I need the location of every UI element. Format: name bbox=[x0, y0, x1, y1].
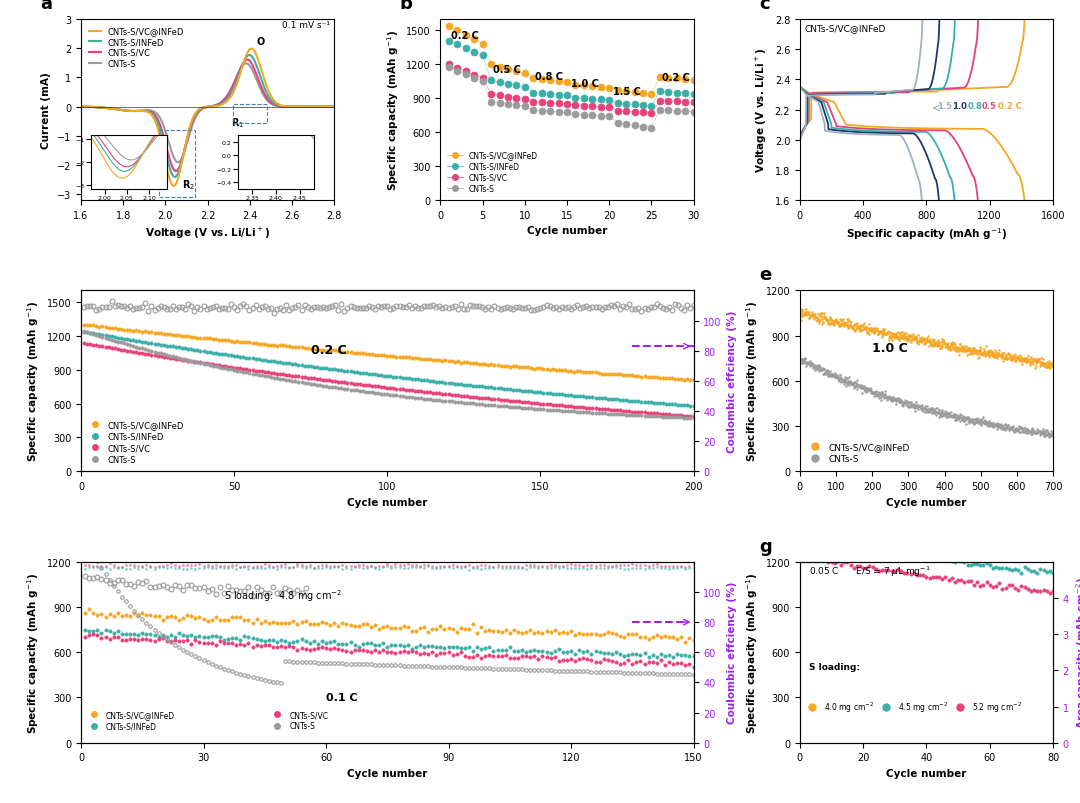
Text: b: b bbox=[400, 0, 413, 13]
Text: 1.5 C: 1.5 C bbox=[613, 87, 642, 96]
Text: 0.8: 0.8 bbox=[968, 102, 983, 111]
Legend: CNTs-S/VC@INFeD, CNTs-S: CNTs-S/VC@INFeD, CNTs-S bbox=[805, 439, 914, 467]
Text: 0.05 C      E/S = 7 $\mu$L mg$^{-1}$: 0.05 C E/S = 7 $\mu$L mg$^{-1}$ bbox=[809, 564, 931, 578]
Text: 0.1 mV s⁻¹: 0.1 mV s⁻¹ bbox=[282, 21, 329, 31]
X-axis label: Specific capacity (mAh g$^{-1}$): Specific capacity (mAh g$^{-1}$) bbox=[846, 226, 1007, 242]
Text: g: g bbox=[759, 537, 772, 555]
Text: 1.0: 1.0 bbox=[951, 102, 967, 111]
Y-axis label: Coulombic effciency (%): Coulombic effciency (%) bbox=[727, 310, 738, 453]
Bar bbox=[159, 131, 194, 198]
Text: c: c bbox=[759, 0, 770, 13]
Text: 0.5 C: 0.5 C bbox=[492, 65, 521, 75]
Text: R$_1$: R$_1$ bbox=[231, 116, 244, 130]
Y-axis label: Coulombic effciency (%): Coulombic effciency (%) bbox=[727, 581, 738, 724]
Text: 0.2 C: 0.2 C bbox=[661, 73, 689, 83]
Text: 1.0 C: 1.0 C bbox=[571, 79, 599, 88]
Y-axis label: Current (mA): Current (mA) bbox=[41, 72, 52, 149]
X-axis label: Cycle number: Cycle number bbox=[527, 226, 607, 236]
Text: 0.5: 0.5 bbox=[982, 102, 997, 111]
Text: 0.2 C: 0.2 C bbox=[998, 102, 1022, 111]
Y-axis label: Voltage (V vs. Li/Li$^+$): Voltage (V vs. Li/Li$^+$) bbox=[754, 48, 769, 173]
Text: 0.8 C: 0.8 C bbox=[535, 72, 563, 82]
Bar bbox=[233, 104, 267, 124]
Legend: CNTs-S/VC@INFeD, CNTs-S/INFeD, CNTs-S/VC, CNTs-S: CNTs-S/VC@INFeD, CNTs-S/INFeD, CNTs-S/VC… bbox=[444, 148, 541, 197]
Text: S loading:: S loading: bbox=[809, 662, 861, 671]
Text: 0.2 C: 0.2 C bbox=[311, 343, 347, 357]
Text: 0.1 C: 0.1 C bbox=[326, 693, 357, 703]
Text: R$_2$: R$_2$ bbox=[183, 177, 195, 191]
Y-axis label: Specific capacity (mAh g$^{-1}$): Specific capacity (mAh g$^{-1}$) bbox=[25, 572, 41, 733]
Text: CNTs-S/VC@INFeD: CNTs-S/VC@INFeD bbox=[805, 23, 886, 33]
Text: e: e bbox=[759, 266, 771, 284]
Text: S loading:  4.8 mg cm$^{-2}$: S loading: 4.8 mg cm$^{-2}$ bbox=[224, 588, 342, 604]
X-axis label: Cycle number: Cycle number bbox=[887, 768, 967, 778]
Text: 1.5: 1.5 bbox=[937, 102, 953, 111]
Text: a: a bbox=[41, 0, 53, 13]
Text: 1.0 C: 1.0 C bbox=[873, 341, 908, 354]
X-axis label: Cycle number: Cycle number bbox=[347, 497, 428, 507]
Y-axis label: Specific capacity (mAh g$^{-1}$): Specific capacity (mAh g$^{-1}$) bbox=[25, 301, 41, 462]
Text: O: O bbox=[256, 37, 265, 47]
Legend: CNTs-S/VC@INFeD, CNTs-S/INFeD, CNTs-S/VC, CNTs-S: CNTs-S/VC@INFeD, CNTs-S/INFeD, CNTs-S/VC… bbox=[85, 418, 187, 467]
Legend: CNTs-S/VC, CNTs-S: CNTs-S/VC, CNTs-S bbox=[269, 707, 332, 733]
Legend: 4.0 mg cm$^{-2}$, 4.5 mg cm$^{-2}$, 5.2 mg cm$^{-2}$: 4.0 mg cm$^{-2}$, 4.5 mg cm$^{-2}$, 5.2 … bbox=[804, 697, 1025, 717]
X-axis label: Cycle number: Cycle number bbox=[887, 497, 967, 507]
Y-axis label: Area capacity (mAh cm$^{-2}$): Area capacity (mAh cm$^{-2}$) bbox=[1075, 577, 1080, 728]
Y-axis label: Specific capacity (mAh g$^{-1}$): Specific capacity (mAh g$^{-1}$) bbox=[384, 30, 401, 191]
Legend: CNTs-S/VC@INFeD, CNTs-S/INFeD, CNTs-S/VC, CNTs-S: CNTs-S/VC@INFeD, CNTs-S/INFeD, CNTs-S/VC… bbox=[85, 24, 187, 71]
X-axis label: Cycle number: Cycle number bbox=[347, 768, 428, 778]
Y-axis label: Specific capacity (mAh g$^{-1}$): Specific capacity (mAh g$^{-1}$) bbox=[744, 301, 760, 462]
Text: 0.2 C: 0.2 C bbox=[450, 31, 478, 41]
Y-axis label: Specific capacity (mAh g$^{-1}$): Specific capacity (mAh g$^{-1}$) bbox=[744, 572, 760, 733]
X-axis label: Voltage (V vs. Li/Li$^+$): Voltage (V vs. Li/Li$^+$) bbox=[145, 226, 270, 241]
